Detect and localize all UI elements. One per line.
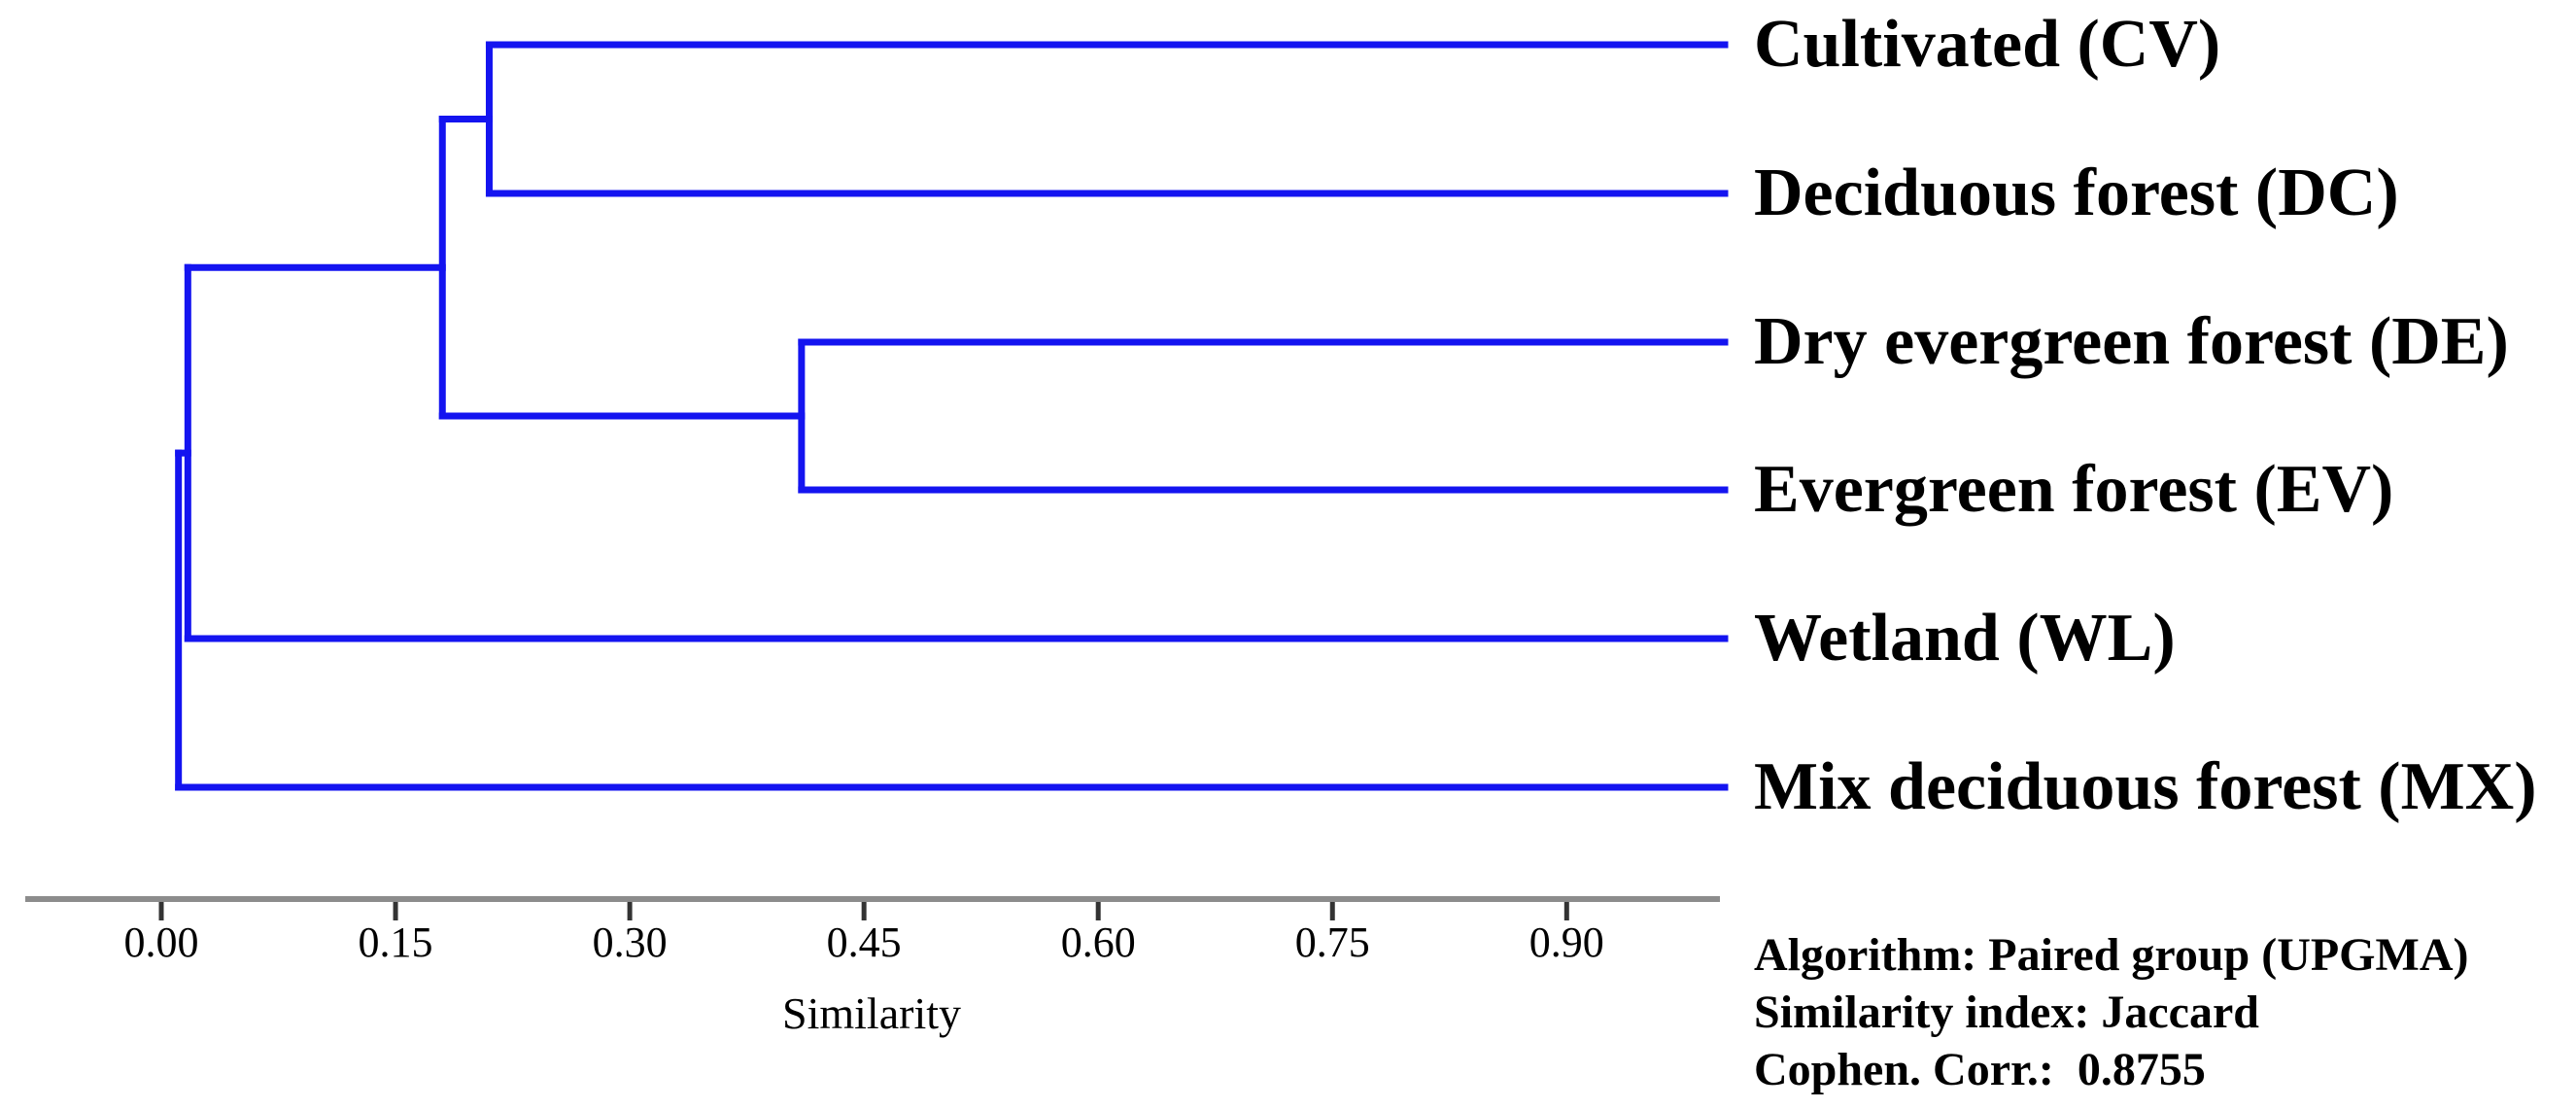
leaf-label-wetland: Wetland (WL) [1754,601,2176,676]
leaf-label-evergreen-forest: Evergreen forest (EV) [1754,452,2394,527]
leaf-label-mix-deciduous-forest: Mix deciduous forest (MX) [1754,749,2537,824]
leaf-label-deciduous-forest: Deciduous forest (DC) [1754,156,2399,230]
x-tick-label-045: 0.45 [826,918,902,966]
x-tick-label-000: 0.00 [123,918,199,966]
x-axis-title: Similarity [782,988,961,1038]
leaf-label-dry-evergreen-forest: Dry evergreen forest (DE) [1754,304,2509,379]
x-tick-label-060: 0.60 [1060,918,1136,966]
info-algorithm: Algorithm: Paired group (UPGMA) [1754,929,2469,981]
x-tick-label-030: 0.30 [592,918,668,966]
leaf-label-cultivated: Cultivated (CV) [1754,7,2221,82]
x-tick-label-015: 0.15 [358,918,433,966]
x-tick-label-075: 0.75 [1294,918,1370,966]
info-similarity-index: Similarity index: Jaccard [1754,987,2259,1038]
analysis-info-panel: Algorithm: Paired group (UPGMA) Similari… [1754,926,2468,1098]
x-tick-label-090: 0.90 [1528,918,1604,966]
info-cophenetic-correlation: Cophen. Corr.: 0.8755 [1754,1044,2206,1095]
